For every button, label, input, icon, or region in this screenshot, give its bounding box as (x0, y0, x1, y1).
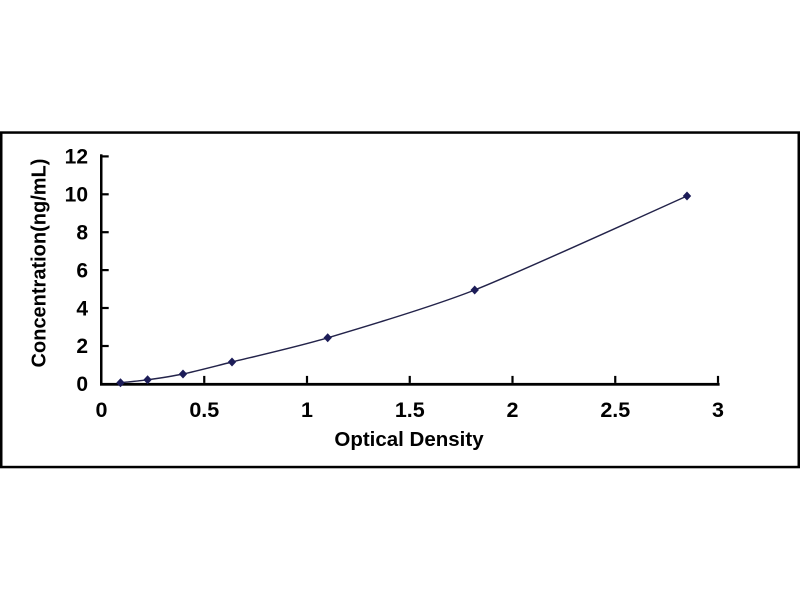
svg-text:2: 2 (76, 335, 88, 358)
svg-text:Concentration(ng/mL): Concentration(ng/mL) (28, 159, 50, 368)
svg-text:4: 4 (76, 297, 88, 320)
svg-text:0: 0 (76, 373, 88, 396)
svg-text:8: 8 (76, 222, 88, 245)
svg-text:12: 12 (65, 146, 88, 169)
svg-text:Optical Density: Optical Density (334, 428, 484, 451)
svg-text:0: 0 (96, 398, 108, 422)
svg-text:1.5: 1.5 (395, 398, 425, 422)
svg-text:2.5: 2.5 (600, 398, 630, 422)
svg-text:6: 6 (76, 259, 88, 282)
svg-text:10: 10 (65, 184, 88, 207)
svg-text:1: 1 (301, 398, 313, 422)
svg-text:2: 2 (507, 398, 519, 422)
svg-text:0.5: 0.5 (189, 398, 219, 422)
svg-text:3: 3 (712, 398, 724, 422)
